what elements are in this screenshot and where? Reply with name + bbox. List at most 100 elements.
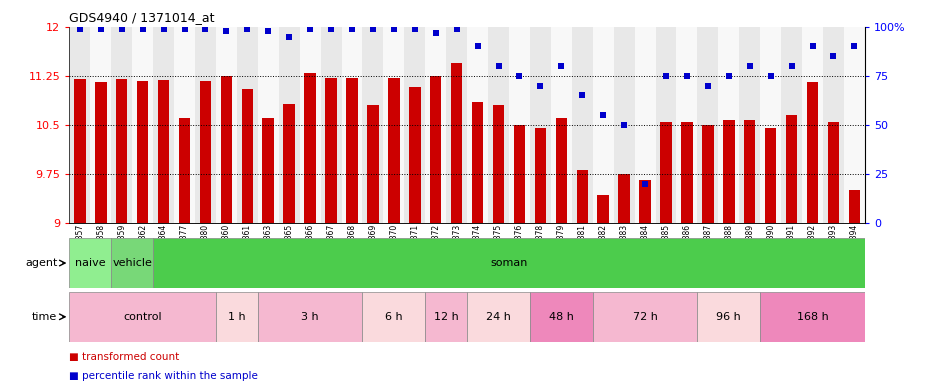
Point bbox=[512, 73, 527, 79]
Bar bbox=[786, 115, 797, 223]
Point bbox=[261, 28, 276, 34]
Bar bbox=[635, 27, 656, 223]
Bar bbox=[472, 102, 484, 223]
Bar bbox=[509, 27, 530, 223]
Point bbox=[763, 73, 778, 79]
Text: 6 h: 6 h bbox=[385, 312, 402, 322]
Point bbox=[219, 28, 234, 34]
Bar bbox=[154, 27, 174, 223]
Bar bbox=[493, 105, 504, 223]
Bar bbox=[760, 27, 781, 223]
Text: 3 h: 3 h bbox=[302, 312, 319, 322]
Bar bbox=[660, 121, 672, 223]
Point bbox=[345, 26, 360, 32]
Point bbox=[722, 73, 736, 79]
Text: control: control bbox=[123, 312, 162, 322]
Bar bbox=[111, 238, 154, 288]
Bar bbox=[702, 125, 713, 223]
Bar bbox=[326, 78, 337, 223]
Bar bbox=[69, 292, 216, 342]
Bar bbox=[174, 27, 195, 223]
Bar bbox=[530, 27, 551, 223]
Point bbox=[302, 26, 317, 32]
Point bbox=[554, 63, 569, 69]
Bar bbox=[321, 27, 341, 223]
Point bbox=[637, 180, 652, 187]
Bar bbox=[132, 27, 154, 223]
Bar bbox=[535, 128, 546, 223]
Bar bbox=[551, 27, 572, 223]
Bar bbox=[383, 27, 404, 223]
Point bbox=[282, 34, 297, 40]
Bar bbox=[300, 27, 321, 223]
Point bbox=[240, 26, 254, 32]
Point bbox=[805, 43, 820, 50]
Text: 96 h: 96 h bbox=[717, 312, 741, 322]
Bar bbox=[446, 27, 467, 223]
Bar bbox=[576, 170, 588, 223]
Bar bbox=[697, 27, 719, 223]
Point bbox=[533, 83, 548, 89]
Point bbox=[156, 26, 171, 32]
Point bbox=[365, 26, 380, 32]
Bar bbox=[844, 27, 865, 223]
Bar bbox=[739, 27, 760, 223]
Point bbox=[743, 63, 758, 69]
Bar bbox=[409, 87, 421, 223]
Bar bbox=[216, 292, 258, 342]
Point bbox=[324, 26, 339, 32]
Bar bbox=[258, 27, 278, 223]
Bar bbox=[619, 174, 630, 223]
Bar bbox=[388, 78, 400, 223]
Bar bbox=[200, 81, 211, 223]
Point bbox=[135, 26, 150, 32]
Bar bbox=[179, 118, 191, 223]
Text: agent: agent bbox=[25, 258, 57, 268]
Text: time: time bbox=[32, 312, 57, 322]
Point bbox=[93, 26, 108, 32]
Bar bbox=[823, 27, 844, 223]
Point bbox=[470, 43, 485, 50]
Bar bbox=[278, 27, 300, 223]
Bar bbox=[154, 238, 865, 288]
Bar bbox=[241, 89, 253, 223]
Bar bbox=[697, 292, 760, 342]
Point bbox=[72, 26, 87, 32]
Bar bbox=[341, 27, 363, 223]
Text: 48 h: 48 h bbox=[549, 312, 574, 322]
Bar bbox=[572, 27, 593, 223]
Point bbox=[680, 73, 695, 79]
Bar bbox=[95, 83, 106, 223]
Bar bbox=[221, 76, 232, 223]
Bar bbox=[69, 238, 111, 288]
Bar bbox=[304, 73, 315, 223]
Bar bbox=[363, 292, 426, 342]
Bar bbox=[719, 27, 739, 223]
Bar bbox=[283, 104, 295, 223]
Bar bbox=[69, 27, 91, 223]
Bar bbox=[765, 128, 776, 223]
Bar bbox=[807, 83, 819, 223]
Bar bbox=[74, 79, 86, 223]
Bar bbox=[781, 27, 802, 223]
Bar bbox=[430, 76, 441, 223]
Point bbox=[784, 63, 799, 69]
Point bbox=[428, 30, 443, 36]
Bar bbox=[723, 119, 734, 223]
Bar bbox=[404, 27, 426, 223]
Bar bbox=[828, 121, 839, 223]
Point bbox=[115, 26, 130, 32]
Bar bbox=[513, 125, 525, 223]
Bar bbox=[676, 27, 697, 223]
Bar bbox=[556, 118, 567, 223]
Bar bbox=[467, 27, 488, 223]
Text: vehicle: vehicle bbox=[112, 258, 152, 268]
Point bbox=[407, 26, 422, 32]
Point bbox=[491, 63, 506, 69]
Bar bbox=[237, 27, 258, 223]
Point bbox=[198, 26, 213, 32]
Bar bbox=[258, 292, 363, 342]
Text: 24 h: 24 h bbox=[487, 312, 511, 322]
Point bbox=[826, 53, 841, 59]
Bar bbox=[426, 27, 446, 223]
